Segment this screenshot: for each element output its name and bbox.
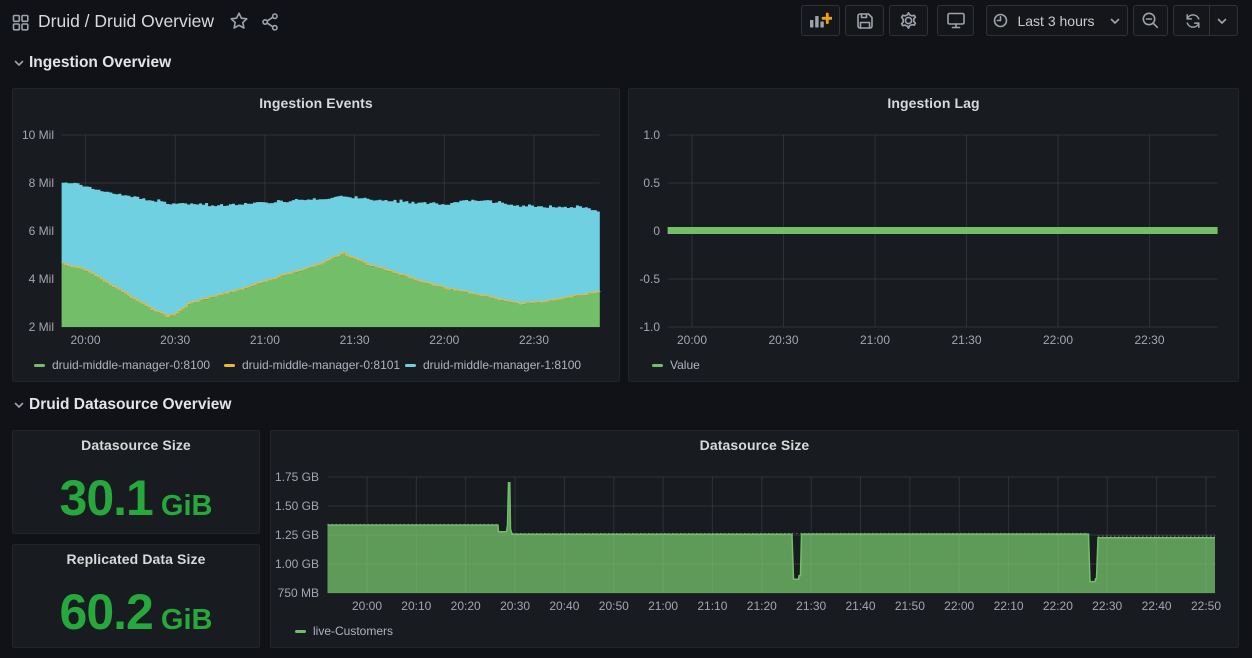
svg-text:20:50: 20:50	[599, 599, 629, 613]
svg-text:-0.5: -0.5	[639, 272, 660, 286]
svg-text:20:30: 20:30	[768, 333, 798, 347]
svg-text:10 Mil: 10 Mil	[22, 128, 54, 142]
svg-text:1.50 GB: 1.50 GB	[275, 499, 319, 513]
svg-text:4 Mil: 4 Mil	[29, 272, 54, 286]
svg-text:22:30: 22:30	[519, 333, 549, 347]
svg-text:0: 0	[653, 224, 660, 238]
svg-text:20:40: 20:40	[549, 599, 579, 613]
svg-text:22:00: 22:00	[1043, 333, 1073, 347]
svg-text:0.5: 0.5	[643, 176, 660, 190]
svg-text:-1.0: -1.0	[639, 320, 660, 334]
svg-text:22:10: 22:10	[994, 599, 1024, 613]
svg-text:21:00: 21:00	[648, 599, 678, 613]
svg-text:2 Mil: 2 Mil	[29, 320, 54, 334]
svg-text:21:00: 21:00	[860, 333, 890, 347]
svg-text:1.0: 1.0	[643, 128, 660, 142]
svg-text:20:00: 20:00	[70, 333, 100, 347]
svg-text:750 MB: 750 MB	[278, 586, 319, 600]
svg-text:21:20: 21:20	[747, 599, 777, 613]
svg-text:20:00: 20:00	[352, 599, 382, 613]
svg-text:1.25 GB: 1.25 GB	[275, 528, 319, 542]
svg-text:21:40: 21:40	[845, 599, 875, 613]
svg-text:21:30: 21:30	[796, 599, 826, 613]
svg-text:22:20: 22:20	[1043, 599, 1073, 613]
svg-text:22:00: 22:00	[429, 333, 459, 347]
svg-text:1.00 GB: 1.00 GB	[275, 557, 319, 571]
svg-text:22:30: 22:30	[1092, 599, 1122, 613]
svg-text:8 Mil: 8 Mil	[29, 176, 54, 190]
svg-text:21:30: 21:30	[340, 333, 370, 347]
svg-text:22:00: 22:00	[944, 599, 974, 613]
svg-text:21:50: 21:50	[895, 599, 925, 613]
svg-text:20:10: 20:10	[401, 599, 431, 613]
svg-text:22:50: 22:50	[1191, 599, 1221, 613]
svg-text:1.75 GB: 1.75 GB	[275, 470, 319, 484]
svg-text:20:00: 20:00	[677, 333, 707, 347]
svg-text:20:30: 20:30	[160, 333, 190, 347]
svg-text:21:10: 21:10	[697, 599, 727, 613]
svg-text:22:40: 22:40	[1142, 599, 1172, 613]
svg-text:6 Mil: 6 Mil	[29, 224, 54, 238]
svg-text:21:30: 21:30	[951, 333, 981, 347]
svg-text:20:30: 20:30	[500, 599, 530, 613]
svg-text:20:20: 20:20	[451, 599, 481, 613]
svg-text:21:00: 21:00	[250, 333, 280, 347]
svg-text:22:30: 22:30	[1134, 333, 1164, 347]
